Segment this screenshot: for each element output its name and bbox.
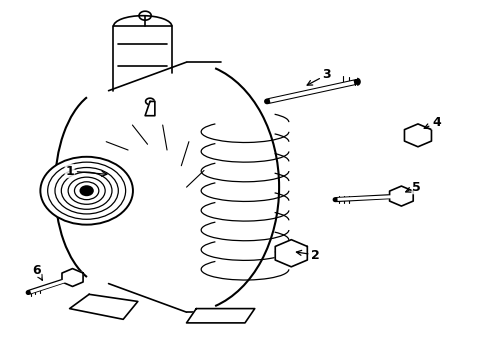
Text: 1: 1: [65, 165, 107, 177]
Polygon shape: [187, 309, 255, 323]
Text: 5: 5: [406, 181, 421, 194]
Polygon shape: [62, 269, 83, 287]
Polygon shape: [145, 102, 155, 116]
Circle shape: [40, 157, 133, 225]
Circle shape: [80, 186, 93, 195]
Text: 3: 3: [307, 68, 331, 85]
Polygon shape: [404, 124, 432, 147]
Polygon shape: [70, 294, 138, 319]
Polygon shape: [275, 240, 307, 267]
Polygon shape: [390, 186, 413, 206]
Text: 2: 2: [296, 248, 320, 261]
Text: 6: 6: [32, 264, 42, 280]
Text: 4: 4: [424, 116, 441, 129]
